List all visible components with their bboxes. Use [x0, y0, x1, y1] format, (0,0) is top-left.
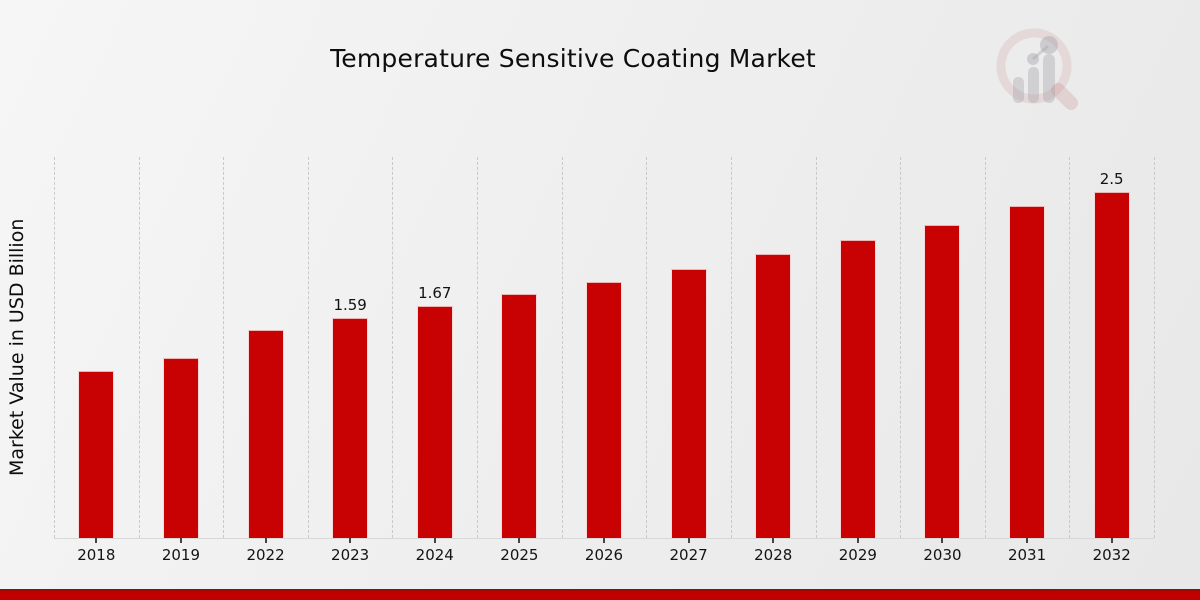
gridline [984, 157, 986, 538]
x-tick-label: 2027 [669, 546, 708, 564]
x-tick-label: 2032 [1092, 546, 1131, 564]
x-tick-label: 2028 [754, 546, 793, 564]
gridline [561, 157, 563, 538]
x-tick-label: 2031 [1007, 546, 1047, 564]
gridline [54, 157, 55, 538]
gridline [815, 157, 817, 538]
x-tick-label: 2022 [246, 546, 285, 564]
x-tick-label: 2030 [923, 546, 962, 564]
footer-stripe [0, 589, 1200, 600]
x-tick-label: 2023 [331, 546, 370, 564]
x-tick-label: 2025 [500, 546, 539, 564]
bar-2029 [839, 240, 876, 538]
logo-trend-line [1032, 44, 1049, 61]
gridline [138, 157, 140, 538]
axis-tick [518, 538, 521, 543]
bar-2022 [247, 329, 284, 538]
axis-tick [95, 538, 98, 543]
x-tick-label: 2029 [838, 546, 877, 564]
gridline [223, 157, 225, 538]
bar-2023 [332, 317, 369, 538]
axis-tick [179, 538, 182, 543]
x-tick-label: 2018 [77, 546, 116, 564]
gridline [477, 157, 479, 538]
x-axis: 2018 2019 2022 2023 2024 2025 2026 2027 2028 2029… [54, 538, 1154, 580]
bar-2032 [1093, 191, 1130, 538]
logo-bar-medium [1028, 67, 1039, 103]
gridline [1154, 157, 1155, 538]
bar-2031 [1009, 205, 1046, 538]
logo-trend-dot-small [1027, 53, 1039, 65]
bar-2027 [670, 269, 707, 538]
axis-tick [772, 538, 775, 543]
bar-value-label: 1.59 [333, 295, 367, 314]
logo-magnifier-ring [996, 28, 1072, 104]
logo-trend-dot-large [1040, 36, 1058, 54]
bar-value-label: 1.67 [418, 284, 452, 303]
logo-bar-short [1013, 77, 1024, 103]
x-tick-label: 2024 [415, 546, 454, 564]
magnifier-bar-chart-logo-icon [992, 24, 1084, 116]
bar-value-label: 2.5 [1099, 169, 1124, 188]
chart-title: Temperature Sensitive Coating Market [330, 44, 816, 73]
gridline [646, 157, 648, 538]
gridline [307, 157, 309, 538]
axis-tick [264, 538, 267, 543]
gridline [1069, 157, 1071, 538]
gridline [730, 157, 732, 538]
logo-bar-tall [1043, 54, 1055, 103]
logo-magnifier-handle [1051, 83, 1078, 110]
axis-tick [1026, 538, 1029, 543]
axis-tick [349, 538, 352, 543]
plot-area: 1.59 1.67 2.5 [54, 157, 1155, 539]
gridline [392, 157, 394, 538]
bar-2030 [924, 225, 961, 538]
axis-tick [687, 538, 690, 543]
gridline [900, 157, 902, 538]
x-tick-label: 2026 [584, 546, 624, 564]
x-tick-label: 2019 [161, 546, 201, 564]
bar-2026 [586, 281, 622, 538]
bar-2018 [78, 371, 115, 538]
bar-2019 [162, 357, 199, 538]
bar-2024 [416, 306, 453, 538]
axis-tick [856, 538, 859, 543]
bar-2025 [501, 294, 538, 538]
axis-tick [433, 538, 436, 543]
y-axis-label: Market Value in USD Billion [6, 218, 28, 477]
axis-tick [1110, 538, 1113, 543]
axis-tick [941, 538, 944, 543]
bar-2028 [755, 254, 792, 538]
axis-tick [603, 538, 605, 543]
